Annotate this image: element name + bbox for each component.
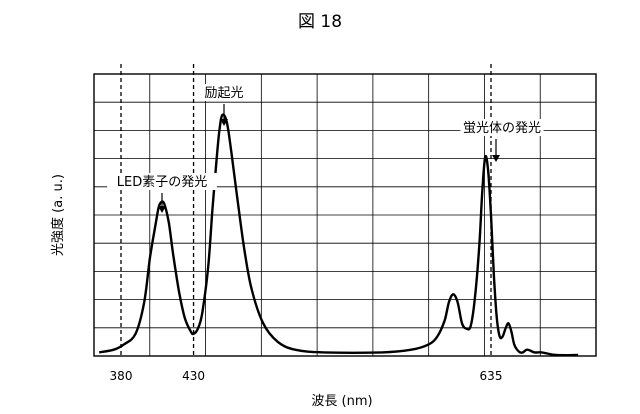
figure-label: 図 18	[298, 12, 342, 32]
peak-annotations: LED素子の発光 励起光蛍光体の発光	[107, 84, 543, 213]
x-axis-label: 波長 (nm)	[311, 394, 372, 409]
annotation-label: LED素子の発光	[117, 175, 207, 190]
annotation-0: LED素子の発光	[107, 173, 217, 213]
annotation-label: 励起光	[204, 86, 243, 101]
reference-lines	[121, 64, 491, 356]
annotation-1: 励起光	[202, 84, 246, 126]
x-tick-label-380: 380	[110, 369, 133, 383]
y-axis-label: 光強度 (a. u.)	[50, 174, 66, 256]
annotation-2: 蛍光体の発光	[460, 119, 543, 162]
x-tick-labels: 380 430 635	[110, 369, 503, 383]
annotation-label: 蛍光体の発光	[463, 121, 541, 136]
spectrum-curve	[99, 115, 578, 356]
x-tick-label-635: 635	[480, 369, 503, 383]
plot-grid	[94, 74, 596, 356]
x-tick-label-430: 430	[182, 369, 205, 383]
